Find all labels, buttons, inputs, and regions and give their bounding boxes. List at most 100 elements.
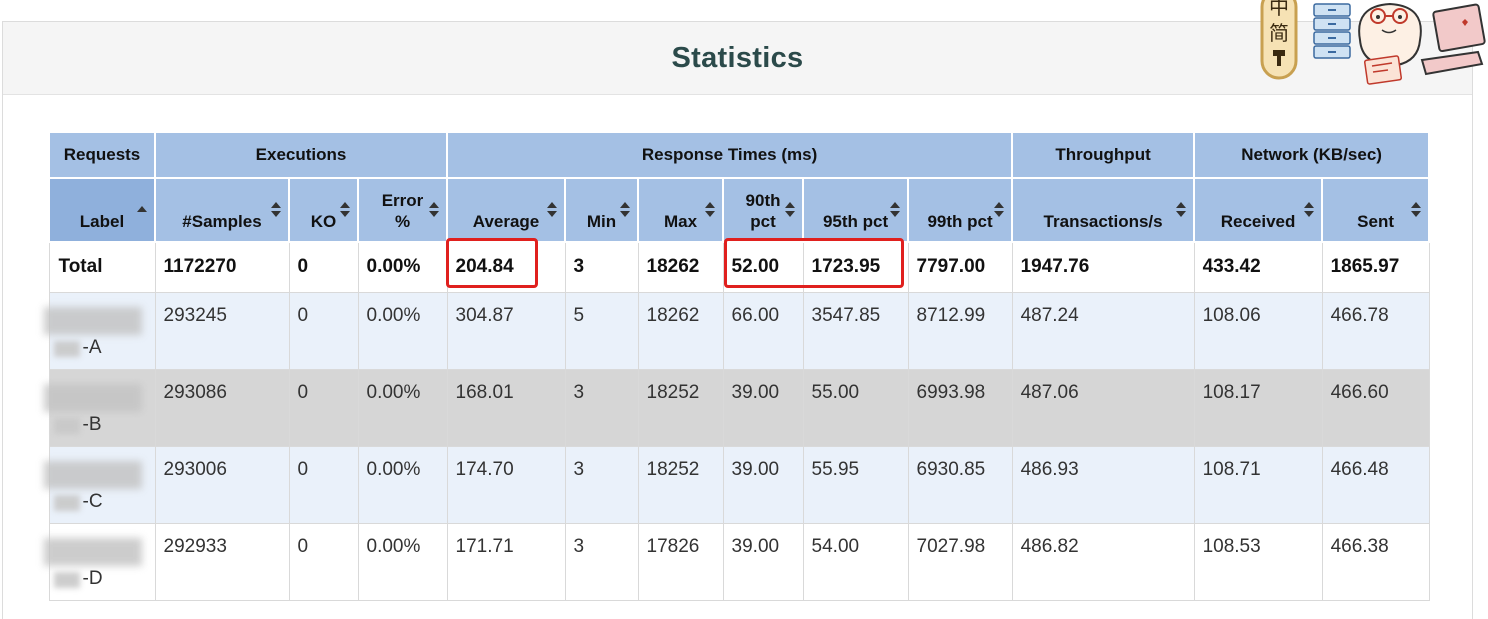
total-p95: 1723.95 — [802, 241, 909, 293]
sort-icon[interactable] — [1411, 201, 1422, 219]
row-min: 3 — [564, 368, 639, 447]
group-header-row: Requests Executions Response Times (ms) … — [48, 131, 1431, 179]
table-row: -C 293006 0 0.00% 174.70 3 18252 39.00 5… — [43, 445, 1430, 524]
row-p99: 6930.85 — [907, 445, 1013, 524]
row-label-suffix: -D — [82, 567, 103, 589]
row-p90: 66.00 — [722, 291, 804, 370]
table-row: -B 293086 0 0.00% 168.01 3 18252 39.00 5… — [43, 368, 1430, 447]
total-samples: 1172270 — [154, 241, 290, 293]
sort-icon[interactable] — [705, 201, 716, 219]
row-min: 5 — [564, 291, 639, 370]
total-row: Total 1172270 0 0.00% 204.84 3 18262 52.… — [48, 241, 1430, 293]
row-transactions: 487.24 — [1011, 291, 1195, 370]
total-min: 3 — [564, 241, 639, 293]
row-sent: 466.60 — [1321, 368, 1430, 447]
row-p99: 6993.98 — [907, 368, 1013, 447]
column-transactions-text: Transactions/s — [1043, 212, 1163, 231]
row-ko: 0 — [288, 445, 359, 524]
total-received: 433.42 — [1193, 241, 1323, 293]
column-p95-text: 95th pct — [822, 212, 889, 231]
column-max[interactable]: Max — [637, 177, 725, 243]
statistics-table: Requests Executions Response Times (ms) … — [43, 131, 1431, 601]
row-min: 3 — [564, 445, 639, 524]
sort-icon[interactable] — [547, 201, 558, 219]
column-p99-text: 99th pct — [927, 212, 993, 231]
row-received: 108.53 — [1193, 522, 1323, 601]
column-ko-text: KO — [310, 212, 337, 231]
sort-icon[interactable] — [890, 201, 901, 219]
sort-icon[interactable] — [994, 201, 1005, 219]
row-max: 18262 — [637, 291, 724, 370]
redacted-label — [53, 340, 80, 357]
column-p95[interactable]: 95th pct — [802, 177, 910, 243]
sort-icon[interactable] — [1176, 201, 1187, 219]
badge-char: 中 — [1269, 0, 1289, 19]
column-received[interactable]: Received — [1193, 177, 1324, 243]
sort-icon[interactable] — [429, 201, 440, 219]
group-executions: Executions — [153, 131, 449, 179]
total-p90: 52.00 — [722, 241, 804, 293]
column-transactions[interactable]: Transactions/s — [1011, 177, 1196, 243]
row-p95: 55.00 — [802, 368, 909, 447]
row-error-pct: 0.00% — [357, 291, 448, 370]
redacted-label — [43, 537, 142, 566]
column-p90[interactable]: 90th pct — [722, 177, 805, 243]
row-average: 174.70 — [446, 445, 566, 524]
column-average[interactable]: Average — [446, 177, 567, 243]
column-samples-text: #Samples — [182, 212, 262, 231]
redacted-label — [53, 571, 80, 588]
column-p90-text: 90th pct — [745, 191, 781, 231]
table-row: -D 292933 0 0.00% 171.71 3 17826 39.00 5… — [43, 522, 1430, 601]
sort-asc-icon[interactable] — [137, 205, 147, 223]
total-label: Total — [48, 241, 156, 293]
column-error-pct[interactable]: Error % — [356, 177, 449, 243]
row-ko: 0 — [288, 368, 359, 447]
row-received: 108.17 — [1193, 368, 1323, 447]
column-ko[interactable]: KO — [288, 177, 359, 243]
column-p99[interactable]: 99th pct — [907, 177, 1014, 243]
row-max: 18252 — [637, 368, 724, 447]
panel-heading: Statistics — [3, 22, 1472, 95]
row-samples: 293245 — [154, 291, 290, 370]
column-label[interactable]: Label — [48, 177, 156, 243]
redacted-label — [43, 383, 142, 412]
row-samples: 292933 — [154, 522, 290, 601]
column-min[interactable]: Min — [564, 177, 640, 243]
row-ko: 0 — [288, 522, 359, 601]
row-transactions: 486.82 — [1011, 522, 1195, 601]
sort-icon[interactable] — [785, 201, 796, 219]
column-received-text: Received — [1220, 212, 1296, 231]
group-requests: Requests — [48, 131, 156, 179]
mascot-sticker-icon: 中 简 — [1260, 0, 1486, 85]
row-samples: 293006 — [154, 445, 290, 524]
row-label: -B — [43, 368, 156, 447]
sort-icon[interactable] — [340, 201, 350, 219]
row-p99: 8712.99 — [907, 291, 1013, 370]
row-label-suffix: -B — [82, 413, 102, 435]
column-samples[interactable]: #Samples — [154, 177, 290, 243]
column-sent[interactable]: Sent — [1321, 177, 1431, 243]
sort-icon[interactable] — [271, 201, 281, 219]
redacted-label — [53, 417, 80, 434]
sort-icon[interactable] — [620, 201, 631, 219]
redacted-label — [43, 460, 142, 489]
row-sent: 466.38 — [1321, 522, 1430, 601]
group-network: Network (KB/sec) — [1193, 131, 1431, 179]
total-error-pct: 0.00% — [357, 241, 448, 293]
page-title: Statistics — [671, 41, 804, 74]
row-p95: 55.95 — [802, 445, 909, 524]
row-label-suffix: -C — [82, 490, 103, 512]
column-error-pct-text: Error % — [381, 191, 424, 231]
sort-icon[interactable] — [1304, 201, 1315, 219]
row-p90: 39.00 — [722, 445, 804, 524]
total-ko: 0 — [288, 241, 359, 293]
row-received: 108.06 — [1193, 291, 1323, 370]
total-max: 18262 — [637, 241, 724, 293]
row-p99: 7027.98 — [907, 522, 1013, 601]
group-response-times: Response Times (ms) — [446, 131, 1014, 179]
row-label: -A — [43, 291, 156, 370]
row-transactions: 486.93 — [1011, 445, 1195, 524]
table-row: -A 293245 0 0.00% 304.87 5 18262 66.00 3… — [43, 291, 1430, 370]
redacted-label — [53, 494, 80, 511]
row-average: 171.71 — [446, 522, 566, 601]
